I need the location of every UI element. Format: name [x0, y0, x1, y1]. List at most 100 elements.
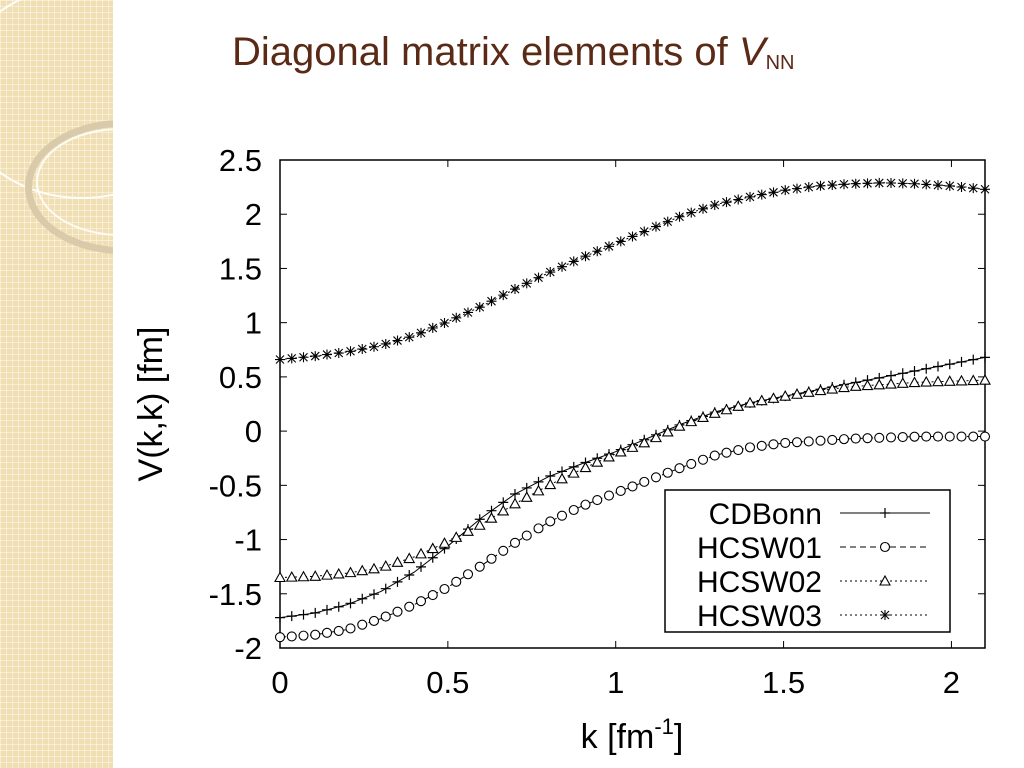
- data-point: [592, 246, 603, 257]
- data-point: [356, 564, 369, 576]
- data-point: [838, 381, 850, 393]
- y-tick-label: 1.5: [219, 251, 262, 286]
- data-point: [556, 510, 568, 521]
- data-point: [473, 519, 486, 530]
- data-point: [357, 593, 368, 604]
- data-point: [509, 537, 521, 548]
- legend-label: HCSW02: [697, 566, 822, 599]
- data-point: [392, 606, 403, 617]
- slide-title-subscript: NN: [765, 52, 795, 74]
- data-point: [733, 444, 744, 456]
- legend-marker: [880, 508, 890, 518]
- data-point: [322, 604, 332, 615]
- data-point: [662, 467, 673, 478]
- data-point: [462, 525, 474, 536]
- data-point: [450, 531, 463, 542]
- data-point: [803, 182, 814, 193]
- data-point: [802, 386, 815, 397]
- data-point: [933, 180, 943, 191]
- data-point: [921, 363, 932, 374]
- data-point: [979, 374, 991, 385]
- data-point: [709, 450, 720, 461]
- data-point: [686, 207, 697, 218]
- data-point: [980, 184, 990, 195]
- legend-label: HCSW03: [697, 600, 822, 633]
- data-point: [956, 356, 967, 367]
- data-point: [626, 441, 639, 452]
- data-point: [426, 542, 439, 554]
- data-point: [838, 434, 850, 445]
- data-point: [780, 185, 791, 196]
- data-point: [286, 353, 297, 364]
- data-point: [873, 378, 886, 390]
- data-point: [909, 366, 920, 377]
- legend-box: [664, 489, 951, 633]
- data-point: [556, 472, 568, 484]
- data-point: [944, 359, 955, 370]
- data-point: [755, 394, 768, 406]
- x-tick-label: 1.5: [762, 665, 805, 700]
- data-point: [897, 178, 908, 189]
- data-point: [474, 561, 485, 572]
- data-point: [909, 178, 920, 189]
- data-point: [592, 495, 603, 506]
- data-point: [369, 341, 379, 352]
- data-point: [615, 236, 626, 247]
- data-point: [944, 431, 955, 442]
- data-point: [673, 420, 686, 431]
- data-point: [332, 567, 345, 579]
- data-point: [368, 562, 380, 574]
- data-point: [767, 392, 780, 403]
- data-point: [380, 583, 391, 594]
- data-point: [697, 411, 709, 422]
- data-point: [849, 380, 862, 391]
- data-point: [733, 194, 744, 205]
- data-point: [439, 583, 450, 595]
- data-point: [708, 407, 721, 418]
- data-point: [968, 183, 979, 194]
- data-point: [768, 439, 779, 450]
- data-point: [897, 368, 908, 379]
- data-point: [368, 615, 380, 626]
- data-point: [756, 440, 767, 451]
- data-point: [391, 556, 404, 567]
- y-tick-label: -2: [234, 631, 262, 666]
- data-point: [345, 623, 356, 634]
- data-point: [345, 346, 356, 357]
- slide-title-variable: V: [738, 30, 766, 74]
- data-point: [403, 552, 416, 564]
- legend-marker: [880, 610, 890, 620]
- legend-label: HCSW01: [697, 532, 822, 565]
- data-point: [979, 431, 991, 442]
- data-point: [404, 601, 415, 612]
- data-point: [310, 629, 321, 640]
- x-tick-label: 0.5: [426, 665, 469, 700]
- data-point: [275, 612, 285, 623]
- y-tick-label: -1: [234, 523, 262, 558]
- data-point: [815, 435, 826, 446]
- data-point: [779, 390, 792, 401]
- y-tick-label: 0.5: [219, 360, 262, 395]
- data-point: [427, 552, 438, 563]
- data-point: [485, 512, 498, 523]
- data-point: [404, 332, 415, 343]
- data-point: [545, 267, 556, 278]
- data-point: [486, 296, 497, 307]
- data-point: [744, 396, 756, 408]
- data-point: [439, 317, 450, 328]
- data-point: [968, 431, 979, 442]
- data-point: [486, 553, 497, 564]
- series-line: [279, 182, 986, 361]
- data-point: [944, 180, 955, 191]
- data-point: [451, 312, 462, 323]
- data-point: [497, 504, 510, 516]
- data-point: [321, 568, 333, 580]
- data-point: [956, 182, 967, 193]
- data-point: [510, 284, 520, 295]
- x-axis-label-superscript: -1: [654, 714, 674, 739]
- data-point: [615, 485, 626, 497]
- data-point: [415, 596, 427, 607]
- data-point: [591, 456, 604, 467]
- data-point: [886, 177, 896, 188]
- data-point: [744, 442, 756, 453]
